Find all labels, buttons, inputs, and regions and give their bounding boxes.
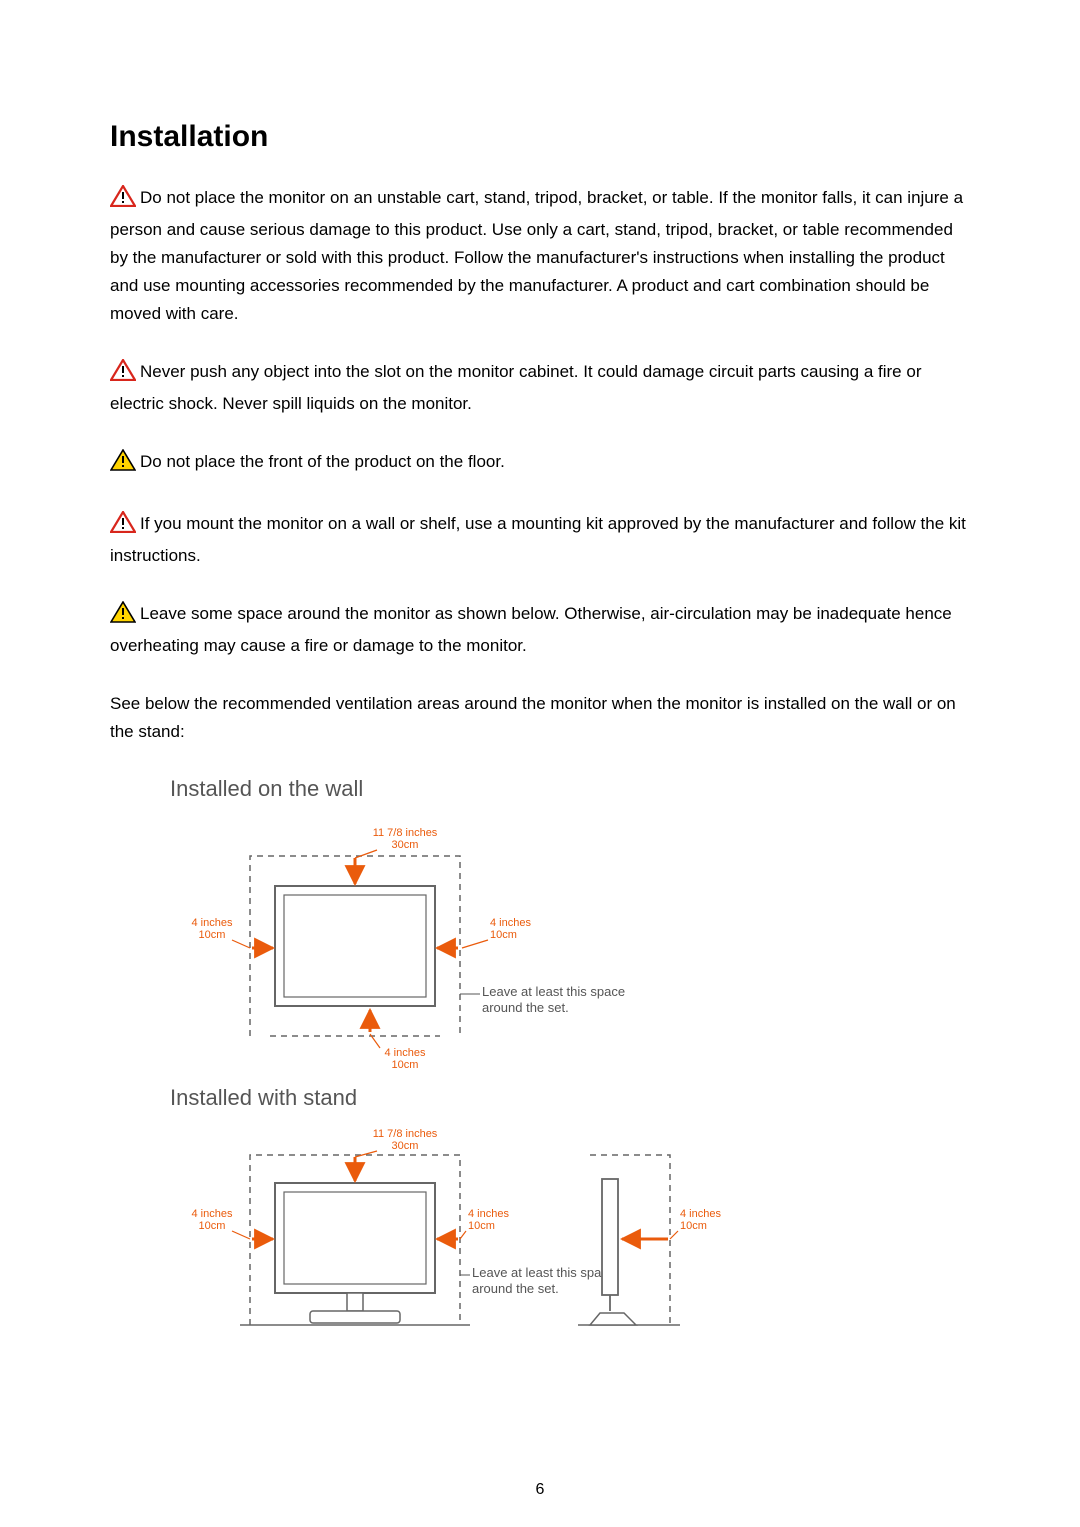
wall-bottom-in: 4 inches bbox=[385, 1047, 426, 1059]
paragraph-text: Leave some space around the monitor as s… bbox=[110, 604, 952, 655]
stand-right-in: 4 inches bbox=[468, 1208, 509, 1220]
stand-note-1: Leave at least this space bbox=[472, 1265, 615, 1280]
stand-left-in: 4 inches bbox=[192, 1208, 233, 1220]
stand-left-cm: 10cm bbox=[199, 1220, 226, 1232]
caution-paragraph-5: Leave some space around the monitor as s… bbox=[110, 600, 970, 660]
wall-bottom-cm: 10cm bbox=[392, 1059, 419, 1071]
caution-paragraph-3: Do not place the front of the product on… bbox=[110, 448, 970, 480]
stand-side-cm: 10cm bbox=[680, 1220, 707, 1232]
paragraph-text: If you mount the monitor on a wall or sh… bbox=[110, 514, 966, 565]
wall-top-in: 11 7/8 inches bbox=[373, 827, 438, 839]
warning-paragraph-2: Never push any object into the slot on t… bbox=[110, 358, 970, 418]
stand-top-cm: 30cm bbox=[392, 1140, 419, 1152]
diagram-wall-svg: 11 7/8 inches 30cm 4 inches 10cm 4 inche… bbox=[170, 816, 690, 1076]
stand-note-2: around the set. bbox=[472, 1281, 559, 1296]
warning-paragraph-1: Do not place the monitor on an unstable … bbox=[110, 184, 970, 328]
wall-note-1: Leave at least this space bbox=[482, 984, 625, 999]
diagram-stand: Installed with stand 11 7/8 inches 30cm bbox=[170, 1085, 970, 1350]
diagram-wall: Installed on the wall 11 7/8 inches 30cm… bbox=[170, 776, 970, 1081]
diagram-stand-title: Installed with stand bbox=[170, 1085, 970, 1111]
paragraph-text: Do not place the monitor on an unstable … bbox=[110, 188, 963, 323]
page-title: Installation bbox=[110, 120, 970, 154]
stand-top-in: 11 7/8 inches bbox=[373, 1128, 438, 1140]
wall-right-in: 4 inches bbox=[490, 917, 531, 929]
stand-right-cm: 10cm bbox=[468, 1220, 495, 1232]
wall-left-in: 4 inches bbox=[192, 917, 233, 929]
caution-yellow-icon bbox=[110, 601, 136, 632]
paragraph-text: Never push any object into the slot on t… bbox=[110, 362, 921, 413]
diagram-wall-title: Installed on the wall bbox=[170, 776, 970, 802]
stand-side-in: 4 inches bbox=[680, 1208, 721, 1220]
wall-top-cm: 30cm bbox=[392, 839, 419, 851]
warning-red-icon bbox=[110, 359, 136, 390]
warning-paragraph-4: If you mount the monitor on a wall or sh… bbox=[110, 510, 970, 570]
warning-red-icon bbox=[110, 185, 136, 216]
manual-page: Installation Do not place the monitor on… bbox=[0, 0, 1080, 1527]
paragraph-6: See below the recommended ventilation ar… bbox=[110, 690, 970, 746]
caution-yellow-icon bbox=[110, 449, 136, 480]
warning-red-icon bbox=[110, 511, 136, 542]
diagram-stand-svg: 11 7/8 inches 30cm 4 inches 10cm 4 inche… bbox=[170, 1125, 730, 1345]
wall-right-cm: 10cm bbox=[490, 929, 517, 941]
wall-left-cm: 10cm bbox=[199, 929, 226, 941]
wall-note-2: around the set. bbox=[482, 1000, 569, 1015]
page-number: 6 bbox=[0, 1481, 1080, 1499]
paragraph-text: Do not place the front of the product on… bbox=[140, 452, 505, 471]
